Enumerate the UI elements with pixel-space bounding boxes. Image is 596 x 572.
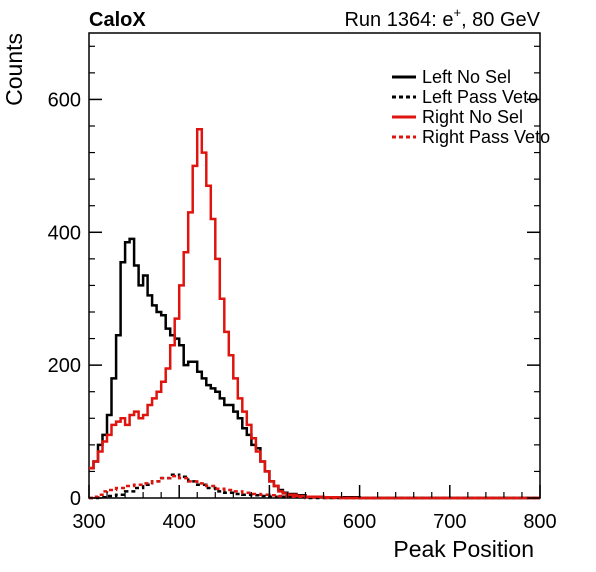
x-tick-label: 400 (163, 511, 196, 533)
x-tick-label: 800 (523, 511, 556, 533)
run-info-label: Run 1364: e+, 80 GeV (344, 5, 540, 31)
y-tick-label: 400 (48, 222, 81, 244)
x-tick-label: 500 (253, 511, 286, 533)
y-tick-label: 0 (70, 488, 81, 510)
legend-label: Right Pass Veto (422, 127, 550, 147)
series-line-0 (89, 237, 540, 500)
y-axis-title: Counts (1, 33, 27, 106)
legend-label: Left No Sel (422, 67, 511, 87)
chart-header: CaloX Run 1364: e+, 80 GeV (89, 5, 541, 31)
run-info-suffix: , 80 GeV (461, 9, 541, 31)
experiment-label: CaloX (89, 9, 146, 31)
legend-label: Left Pass Veto (422, 87, 538, 107)
series-line-3 (89, 474, 540, 500)
run-info-superscript: + (453, 5, 461, 20)
x-tick-label: 300 (72, 511, 105, 533)
axes: 300 400 500 600 700 800 0 200 400 600 (48, 45, 557, 533)
y-tick-label: 600 (48, 89, 81, 111)
legend-label: Right No Sel (422, 107, 523, 127)
run-info-prefix: Run 1364: e (344, 9, 453, 31)
y-tick-label: 200 (48, 355, 81, 377)
x-tick-label: 700 (433, 511, 466, 533)
series-layer (89, 128, 540, 500)
x-tick-label: 600 (343, 511, 376, 533)
x-axis-title: Peak Position (393, 536, 534, 562)
series-line-2 (89, 128, 540, 500)
series-line-1 (89, 473, 540, 500)
